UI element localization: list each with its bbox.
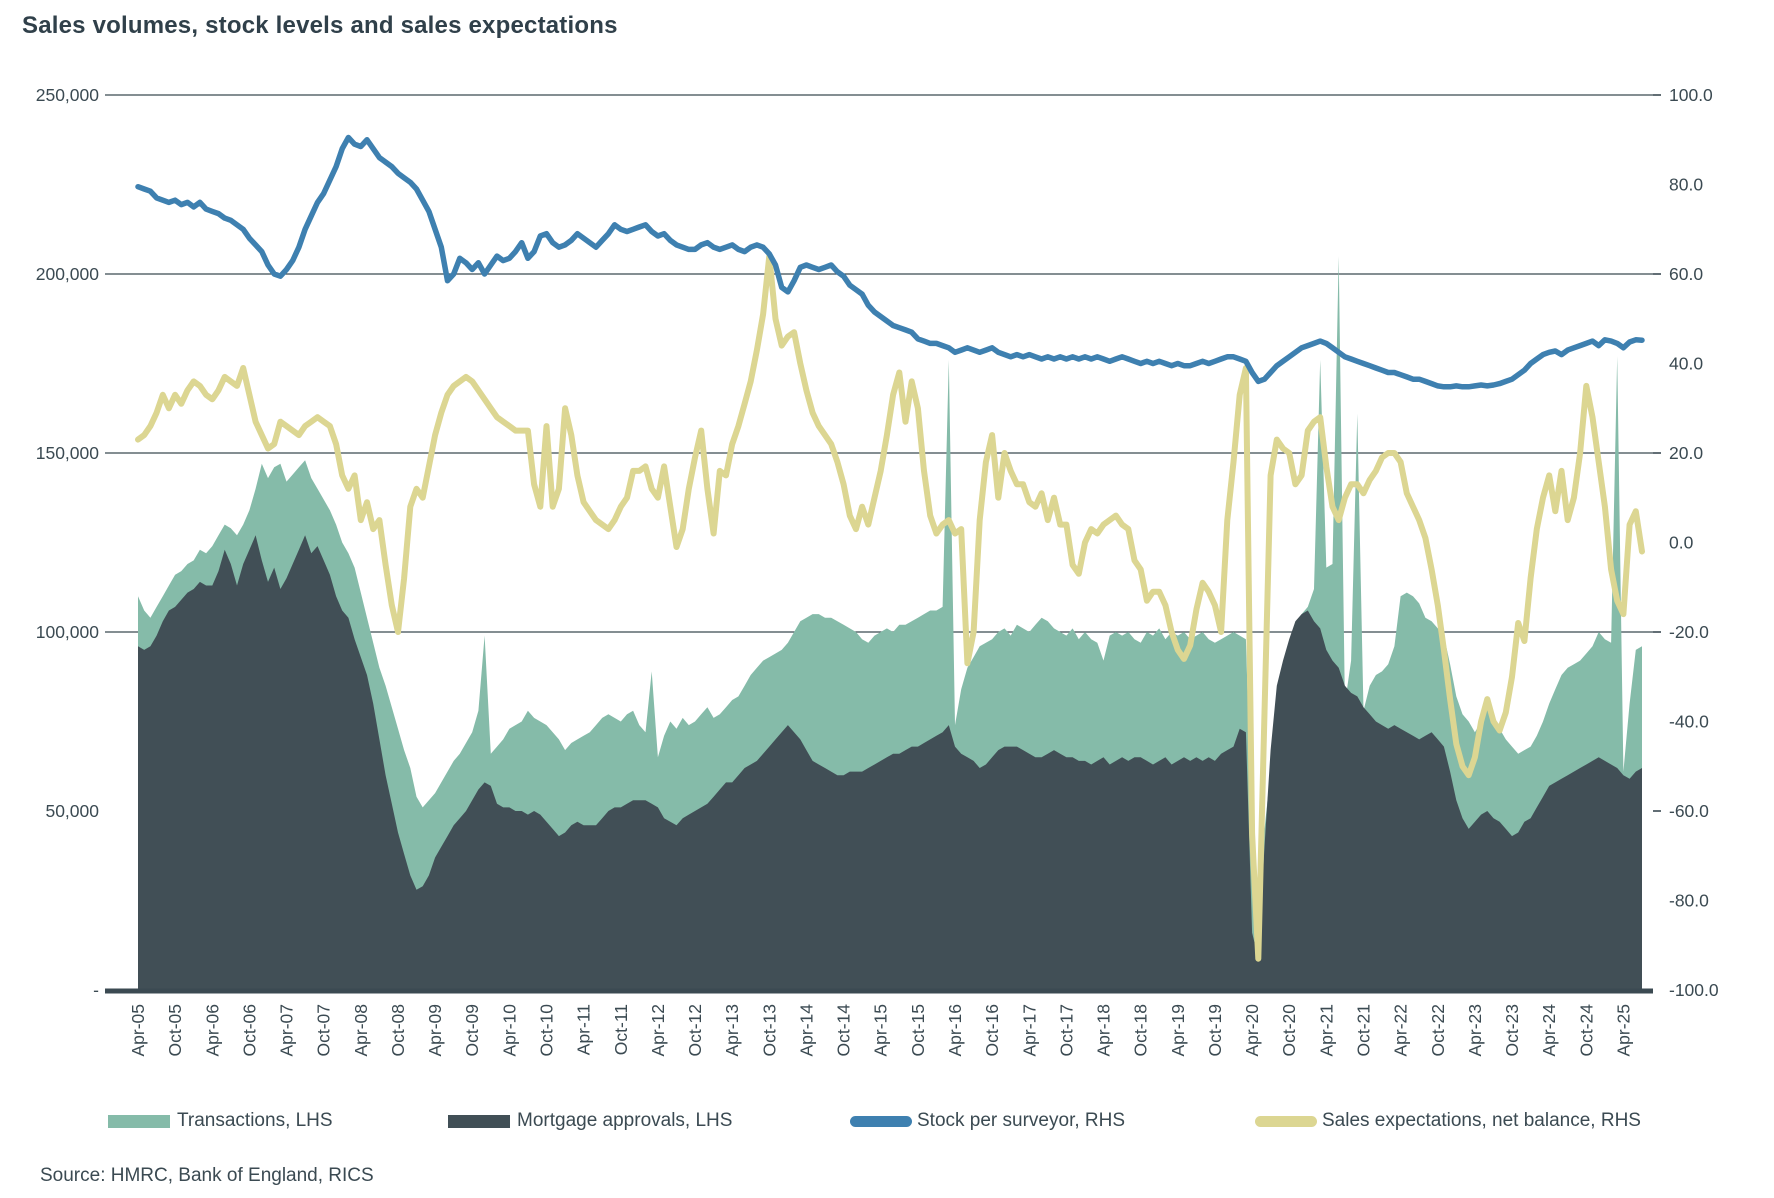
right-axis-label: 20.0 bbox=[1669, 443, 1703, 463]
x-axis-label: Oct-07 bbox=[314, 1004, 334, 1057]
x-axis-label: Apr-05 bbox=[128, 1004, 148, 1057]
transactions-area-swatch-icon bbox=[108, 1114, 170, 1128]
x-axis-label: Oct-16 bbox=[982, 1004, 1002, 1057]
legend-item-sales-expectations: Sales expectations, net balance, RHS bbox=[1255, 1108, 1641, 1134]
legend-label-mortgage-approvals: Mortgage approvals, LHS bbox=[517, 1110, 733, 1131]
x-axis-label: Apr-14 bbox=[796, 1004, 816, 1057]
area-Transactions, LHS bbox=[138, 256, 1642, 991]
x-axis-label: Oct-18 bbox=[1131, 1004, 1151, 1057]
left-axis-label: - bbox=[93, 980, 99, 1000]
x-axis-label: Apr-16 bbox=[945, 1004, 965, 1057]
x-axis-label: Apr-10 bbox=[499, 1004, 519, 1057]
line-Sales expectations, net balance, RHS bbox=[135, 253, 1645, 962]
x-axis-label: Oct-22 bbox=[1428, 1004, 1448, 1057]
x-axis-label: Oct-05 bbox=[165, 1004, 185, 1057]
x-axis-label: Oct-24 bbox=[1576, 1004, 1596, 1057]
x-axis-label: Apr-17 bbox=[1019, 1004, 1039, 1057]
legend-item-transactions: Transactions, LHS bbox=[108, 1108, 333, 1134]
x-axis-label: Oct-23 bbox=[1502, 1004, 1522, 1057]
right-axis-label: 60.0 bbox=[1669, 264, 1703, 284]
right-axis-label: -20.0 bbox=[1669, 622, 1709, 642]
x-axis-label: Oct-11 bbox=[611, 1004, 631, 1055]
x-axis-label: Oct-20 bbox=[1279, 1004, 1299, 1057]
x-axis-label: Apr-13 bbox=[722, 1004, 742, 1057]
x-axis-label: Apr-09 bbox=[425, 1004, 445, 1057]
x-axis-label: Apr-24 bbox=[1539, 1004, 1559, 1057]
right-axis-label: -80.0 bbox=[1669, 891, 1709, 911]
x-axis-label: Oct-08 bbox=[388, 1004, 408, 1057]
x-axis-label: Apr-23 bbox=[1465, 1004, 1485, 1057]
right-axis-label: 100.0 bbox=[1669, 85, 1713, 105]
x-axis-label: Oct-15 bbox=[908, 1004, 928, 1057]
x-axis-label: Apr-21 bbox=[1316, 1004, 1336, 1057]
x-axis-label: Apr-18 bbox=[1094, 1004, 1114, 1057]
x-axis-label: Apr-08 bbox=[351, 1004, 371, 1057]
x-axis-label: Oct-19 bbox=[1205, 1004, 1225, 1057]
x-axis-label: Apr-07 bbox=[277, 1004, 297, 1057]
x-axis-label: Oct-21 bbox=[1353, 1004, 1373, 1057]
x-axis-label: Oct-10 bbox=[536, 1004, 556, 1057]
x-axis-label: Apr-06 bbox=[202, 1004, 222, 1057]
x-axis-label: Oct-09 bbox=[462, 1004, 482, 1057]
x-axis-label: Oct-13 bbox=[759, 1004, 779, 1057]
legend-item-stock-per-surveyor: Stock per surveyor, RHS bbox=[850, 1108, 1125, 1134]
left-axis-label: 150,000 bbox=[36, 443, 100, 463]
left-axis-label: 50,000 bbox=[45, 801, 99, 821]
chart-title: Sales volumes, stock levels and sales ex… bbox=[22, 12, 618, 39]
x-axis-label: Oct-06 bbox=[239, 1004, 259, 1057]
source-note: Source: HMRC, Bank of England, RICS bbox=[40, 1165, 374, 1186]
stock-line-swatch-icon bbox=[850, 1115, 912, 1127]
mortgage-approvals-area-swatch-icon bbox=[448, 1114, 510, 1128]
x-axis-label: Oct-14 bbox=[834, 1004, 854, 1057]
x-axis-label: Apr-20 bbox=[1242, 1004, 1262, 1057]
legend-label-stock-per-surveyor: Stock per surveyor, RHS bbox=[917, 1110, 1126, 1131]
left-axis-label: 200,000 bbox=[36, 264, 100, 284]
right-axis-label: -100.0 bbox=[1669, 980, 1719, 1000]
x-axis-label: Apr-19 bbox=[1168, 1004, 1188, 1057]
right-axis-label: -60.0 bbox=[1669, 801, 1709, 821]
x-axis-label: Apr-22 bbox=[1391, 1004, 1411, 1057]
legend-label-sales-expectations: Sales expectations, net balance, RHS bbox=[1322, 1110, 1641, 1131]
legend-label-transactions: Transactions, LHS bbox=[177, 1110, 333, 1131]
legend-item-mortgage-approvals: Mortgage approvals, LHS bbox=[448, 1108, 732, 1134]
left-axis-label: 100,000 bbox=[36, 622, 100, 642]
right-axis-label: -40.0 bbox=[1669, 712, 1709, 732]
chart-legend: Transactions, LHS Mortgage approvals, LH… bbox=[0, 1108, 1774, 1142]
right-axis-label: 40.0 bbox=[1669, 354, 1703, 374]
x-axis-label: Oct-12 bbox=[685, 1004, 705, 1057]
x-axis-label: Apr-11 bbox=[574, 1004, 594, 1055]
line-Stock per surveyor, RHS bbox=[135, 134, 1645, 390]
sales-expectations-line-swatch-icon bbox=[1255, 1115, 1317, 1127]
x-axis-label: Apr-15 bbox=[871, 1004, 891, 1057]
right-axis-label: 0.0 bbox=[1669, 533, 1694, 553]
right-axis-label: 80.0 bbox=[1669, 175, 1703, 195]
area-Mortgage approvals, LHS bbox=[138, 535, 1642, 990]
x-axis-label: Oct-17 bbox=[1056, 1004, 1076, 1057]
x-axis-label: Apr-12 bbox=[648, 1004, 668, 1057]
x-axis-label: Apr-25 bbox=[1613, 1004, 1633, 1057]
left-axis-label: 250,000 bbox=[36, 85, 100, 105]
